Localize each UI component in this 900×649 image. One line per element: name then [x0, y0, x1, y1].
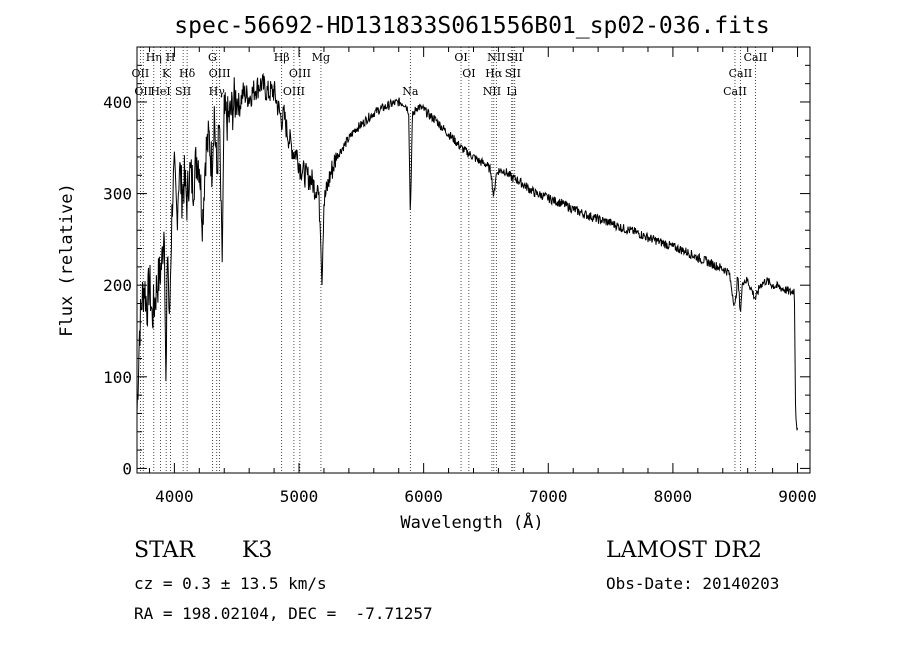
x-tick-label-2: 6000 — [404, 487, 443, 506]
y-axis: 0 100 200 300 400 — [103, 64, 810, 478]
x-axis-label: Wavelength (Å) — [400, 511, 543, 533]
line-label-4: K — [162, 67, 171, 80]
spectrum-series-line — [136, 72, 798, 431]
x-tick-label-1: 5000 — [280, 487, 319, 506]
line-label-3: HeI — [150, 85, 170, 98]
line-label-7: Hδ — [179, 67, 196, 80]
line-label-21: Li — [506, 85, 517, 98]
y-tick-label-3: 300 — [103, 185, 132, 204]
line-label-13: OIII — [289, 67, 311, 80]
line-label-12: OIII — [283, 85, 305, 98]
x-axis: 4000 5000 6000 7000 8000 9000 — [148, 47, 817, 506]
line-label-20: NII — [487, 51, 505, 64]
x-tick-label-5: 9000 — [778, 487, 817, 506]
object-class: STAR — [134, 538, 195, 563]
line-label-6: SII — [175, 85, 191, 98]
line-label-16: OI — [454, 51, 467, 64]
line-label-14: Mg — [312, 51, 330, 64]
x-tick-label-3: 7000 — [529, 487, 568, 506]
line-label-15: Na — [402, 85, 419, 98]
line-label-17: OI — [462, 67, 475, 80]
y-tick-label-0: 0 — [122, 459, 132, 478]
y-tick-label-2: 200 — [103, 276, 132, 295]
observation-date: Obs-Date: 20140203 — [606, 574, 780, 593]
line-label-19: Hα — [485, 67, 503, 80]
y-tick-label-1: 100 — [103, 368, 132, 387]
chart-title: spec-56692-HD131833S061556B01_sp02-036.f… — [174, 13, 769, 39]
coordinates-text: RA = 198.02104, DEC = -7.71257 — [134, 604, 433, 623]
y-axis-label: Flux (relative) — [57, 183, 77, 337]
line-label-5: H — [166, 51, 176, 64]
line-label-22: SII — [505, 67, 521, 80]
line-label-10: OIII — [209, 67, 231, 80]
line-label-18: NII — [483, 85, 501, 98]
line-label-26: CaII — [744, 51, 768, 64]
line-label-1: OII — [134, 85, 152, 98]
x-tick-label-4: 8000 — [654, 487, 693, 506]
y-tick-label-4: 400 — [103, 93, 132, 112]
spectral-line-labels: OIIOIIHηHeIKHSIIHδGHγOIIIHβOIIIOIIIMgNaO… — [132, 51, 768, 98]
survey-name: LAMOST DR2 — [606, 538, 762, 563]
line-label-24: CaII — [723, 85, 747, 98]
line-label-25: CaII — [729, 67, 753, 80]
line-label-11: Hβ — [274, 51, 290, 64]
line-label-8: G — [208, 51, 217, 64]
line-label-23: SII — [507, 51, 523, 64]
redshift-text: cz = 0.3 ± 13.5 km/s — [134, 574, 327, 593]
line-label-9: Hγ — [209, 85, 226, 98]
line-label-0: OII — [132, 67, 150, 80]
object-subclass: K3 — [242, 538, 273, 563]
x-tick-label-0: 4000 — [155, 487, 194, 506]
line-label-2: Hη — [146, 51, 162, 64]
